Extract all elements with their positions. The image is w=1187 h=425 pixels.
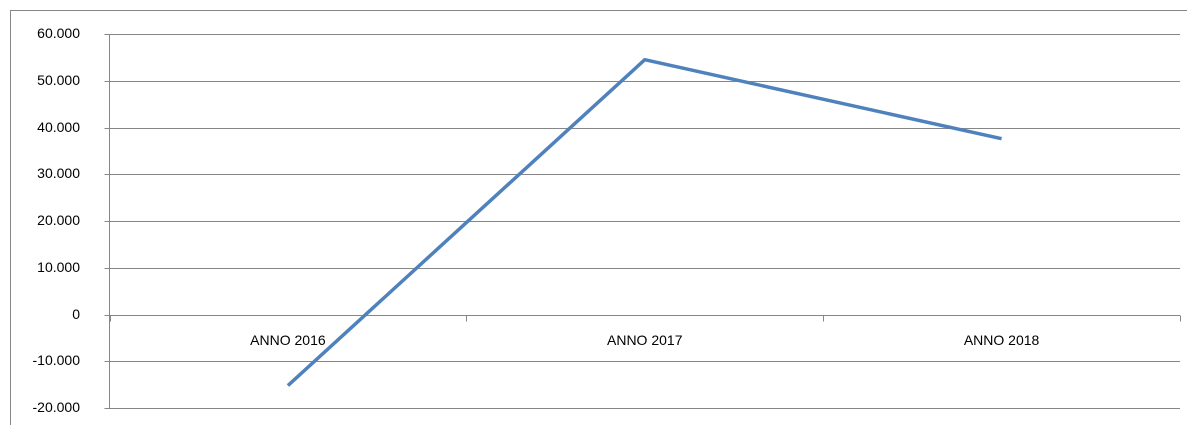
y-tick-label: 60.000 xyxy=(37,25,80,41)
y-tick-label: 20.000 xyxy=(37,212,80,228)
chart-border xyxy=(10,10,1187,425)
x-tick-label: ANNO 2016 xyxy=(250,332,326,348)
x-tick-label: ANNO 2018 xyxy=(964,332,1040,348)
x-tick-label: ANNO 2017 xyxy=(607,332,683,348)
y-tick-label: 50.000 xyxy=(37,72,80,88)
y-tick-label: -10.000 xyxy=(33,352,81,368)
line-series xyxy=(286,57,1002,387)
y-tick-label: 40.000 xyxy=(37,119,80,135)
y-tick-label: 30.000 xyxy=(37,165,80,181)
y-tick-label: 10.000 xyxy=(37,259,80,275)
y-tick-label: -20.000 xyxy=(33,399,81,415)
y-tick-label: 0 xyxy=(72,306,80,322)
